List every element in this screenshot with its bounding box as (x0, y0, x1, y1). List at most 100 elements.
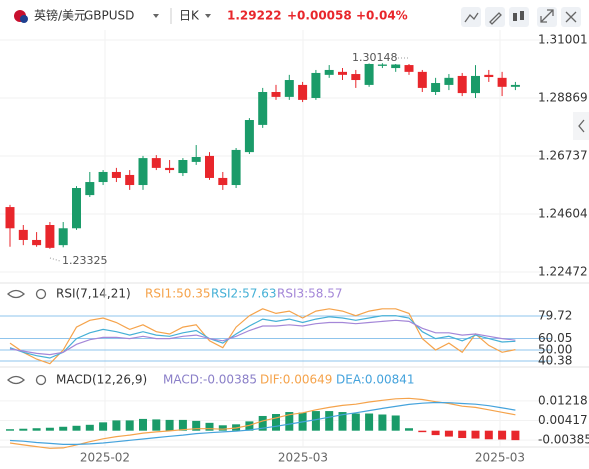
dropdown-arrow[interactable] (153, 14, 159, 18)
macd-bar (418, 430, 427, 433)
candle-body (417, 71, 427, 88)
fullscreen-icon[interactable] (540, 9, 554, 23)
candle-body (404, 65, 414, 72)
y-tick-label: 60.05 (538, 331, 572, 345)
macd-bar (125, 420, 134, 431)
macd-bar (6, 429, 14, 431)
macd-bar (32, 428, 41, 431)
symbol-select[interactable]: GBPUSD (84, 9, 134, 23)
legend-entry: MACD:-0.00385 (163, 373, 257, 387)
macd-bar (99, 422, 108, 431)
candle-body (457, 75, 467, 94)
candle-body (85, 182, 95, 196)
chart-type-icon[interactable] (513, 11, 524, 21)
candle-body (391, 64, 401, 69)
candle-body (351, 74, 361, 81)
candle-body (72, 188, 81, 229)
low-annotation: 1.23325 (62, 254, 108, 267)
macd-header: MACD(12,26,9) (7, 373, 147, 387)
header: 英镑/美元 GBPUSD 日K 1.29222 +0.00058 +0.04% (14, 7, 581, 27)
macd-bar (498, 430, 507, 440)
macd-bar (45, 427, 54, 431)
candle-body (178, 159, 188, 174)
macd-bar (218, 425, 227, 431)
y-tick-label: 1.24604 (538, 207, 588, 221)
candle-body (165, 167, 175, 171)
macd-line (9, 401, 516, 445)
settings-icon[interactable] (35, 374, 47, 386)
macd-bar (338, 412, 347, 431)
macd-bar (258, 415, 267, 431)
macd-title: MACD(12,26,9) (56, 373, 147, 387)
legend-entry: DIF:0.00649 (260, 373, 332, 387)
candle-body (444, 77, 454, 85)
macd-bar (19, 428, 28, 431)
legend-entry: DEA:0.00841 (336, 373, 415, 387)
macd-bar (285, 412, 294, 431)
candle-body (244, 120, 254, 153)
macd-bar (139, 418, 147, 431)
collapse-button[interactable] (573, 112, 589, 140)
candle-body (58, 228, 68, 246)
candle-body (138, 158, 148, 186)
candle-body (484, 74, 494, 78)
period-select[interactable]: 日K (179, 9, 200, 23)
collapse-icon[interactable] (578, 119, 585, 133)
candle-body (298, 84, 308, 100)
eye-icon[interactable] (7, 375, 25, 385)
candle-body (45, 225, 55, 248)
macd-bar (85, 424, 94, 431)
indicator-button[interactable] (461, 7, 481, 27)
macd-bar (72, 425, 81, 431)
legend-entry: RSI1:50.35 (145, 287, 211, 301)
y-tick-label: 40.38 (538, 354, 572, 368)
macd-bar (431, 430, 440, 436)
macd-bar (325, 411, 334, 431)
flag-icon (20, 15, 28, 23)
y-tick-label: 0.01218 (538, 393, 588, 407)
candle-body (231, 149, 241, 186)
candle-body (125, 174, 135, 186)
macd-bar (511, 430, 520, 441)
rsi-line (9, 315, 516, 359)
candle-body (5, 207, 15, 229)
y-tick-label: 0.00417 (538, 413, 588, 427)
indicator-icon[interactable] (464, 12, 479, 23)
last-price: 1.29222 (227, 9, 282, 23)
settings-icon[interactable] (35, 288, 47, 300)
close-icon[interactable] (565, 11, 577, 23)
x-tick-label: 2025-03 (475, 451, 525, 465)
macd-bar (458, 430, 467, 439)
y-tick-label: 1.22472 (538, 265, 588, 279)
macd-bar (405, 428, 413, 431)
macd-bar (245, 421, 254, 431)
candle-body (205, 155, 214, 178)
rsi-title: RSI(7,14,21) (56, 287, 131, 301)
candle-body (151, 158, 161, 168)
x-tick-label: 2025-02 (80, 451, 130, 465)
candle-body (18, 229, 28, 240)
macd-bar (351, 413, 360, 431)
y-tick-label: -0.00385 (538, 433, 589, 447)
macd-bar (205, 422, 214, 431)
candle-body (191, 157, 201, 162)
macd-bar (391, 415, 400, 431)
legend-entry: RSI3:58.57 (277, 287, 343, 301)
pair-name: 英镑/美元 (34, 8, 86, 23)
candle-body (218, 177, 228, 186)
chart-type-button[interactable] (509, 7, 529, 27)
y-tick-label: 79.72 (538, 308, 572, 322)
dropdown-arrow[interactable] (205, 14, 211, 18)
rsi-header: RSI(7,14,21) (7, 287, 131, 301)
rsi-line (9, 319, 516, 356)
candle-body (431, 83, 441, 92)
macd-line (9, 397, 516, 449)
candle-body (364, 63, 374, 85)
candle-body (32, 239, 42, 246)
draw-icon[interactable] (489, 12, 502, 25)
eye-icon[interactable] (7, 289, 25, 299)
macd-bar (192, 420, 201, 431)
price-change: +0.00058 (287, 9, 352, 23)
